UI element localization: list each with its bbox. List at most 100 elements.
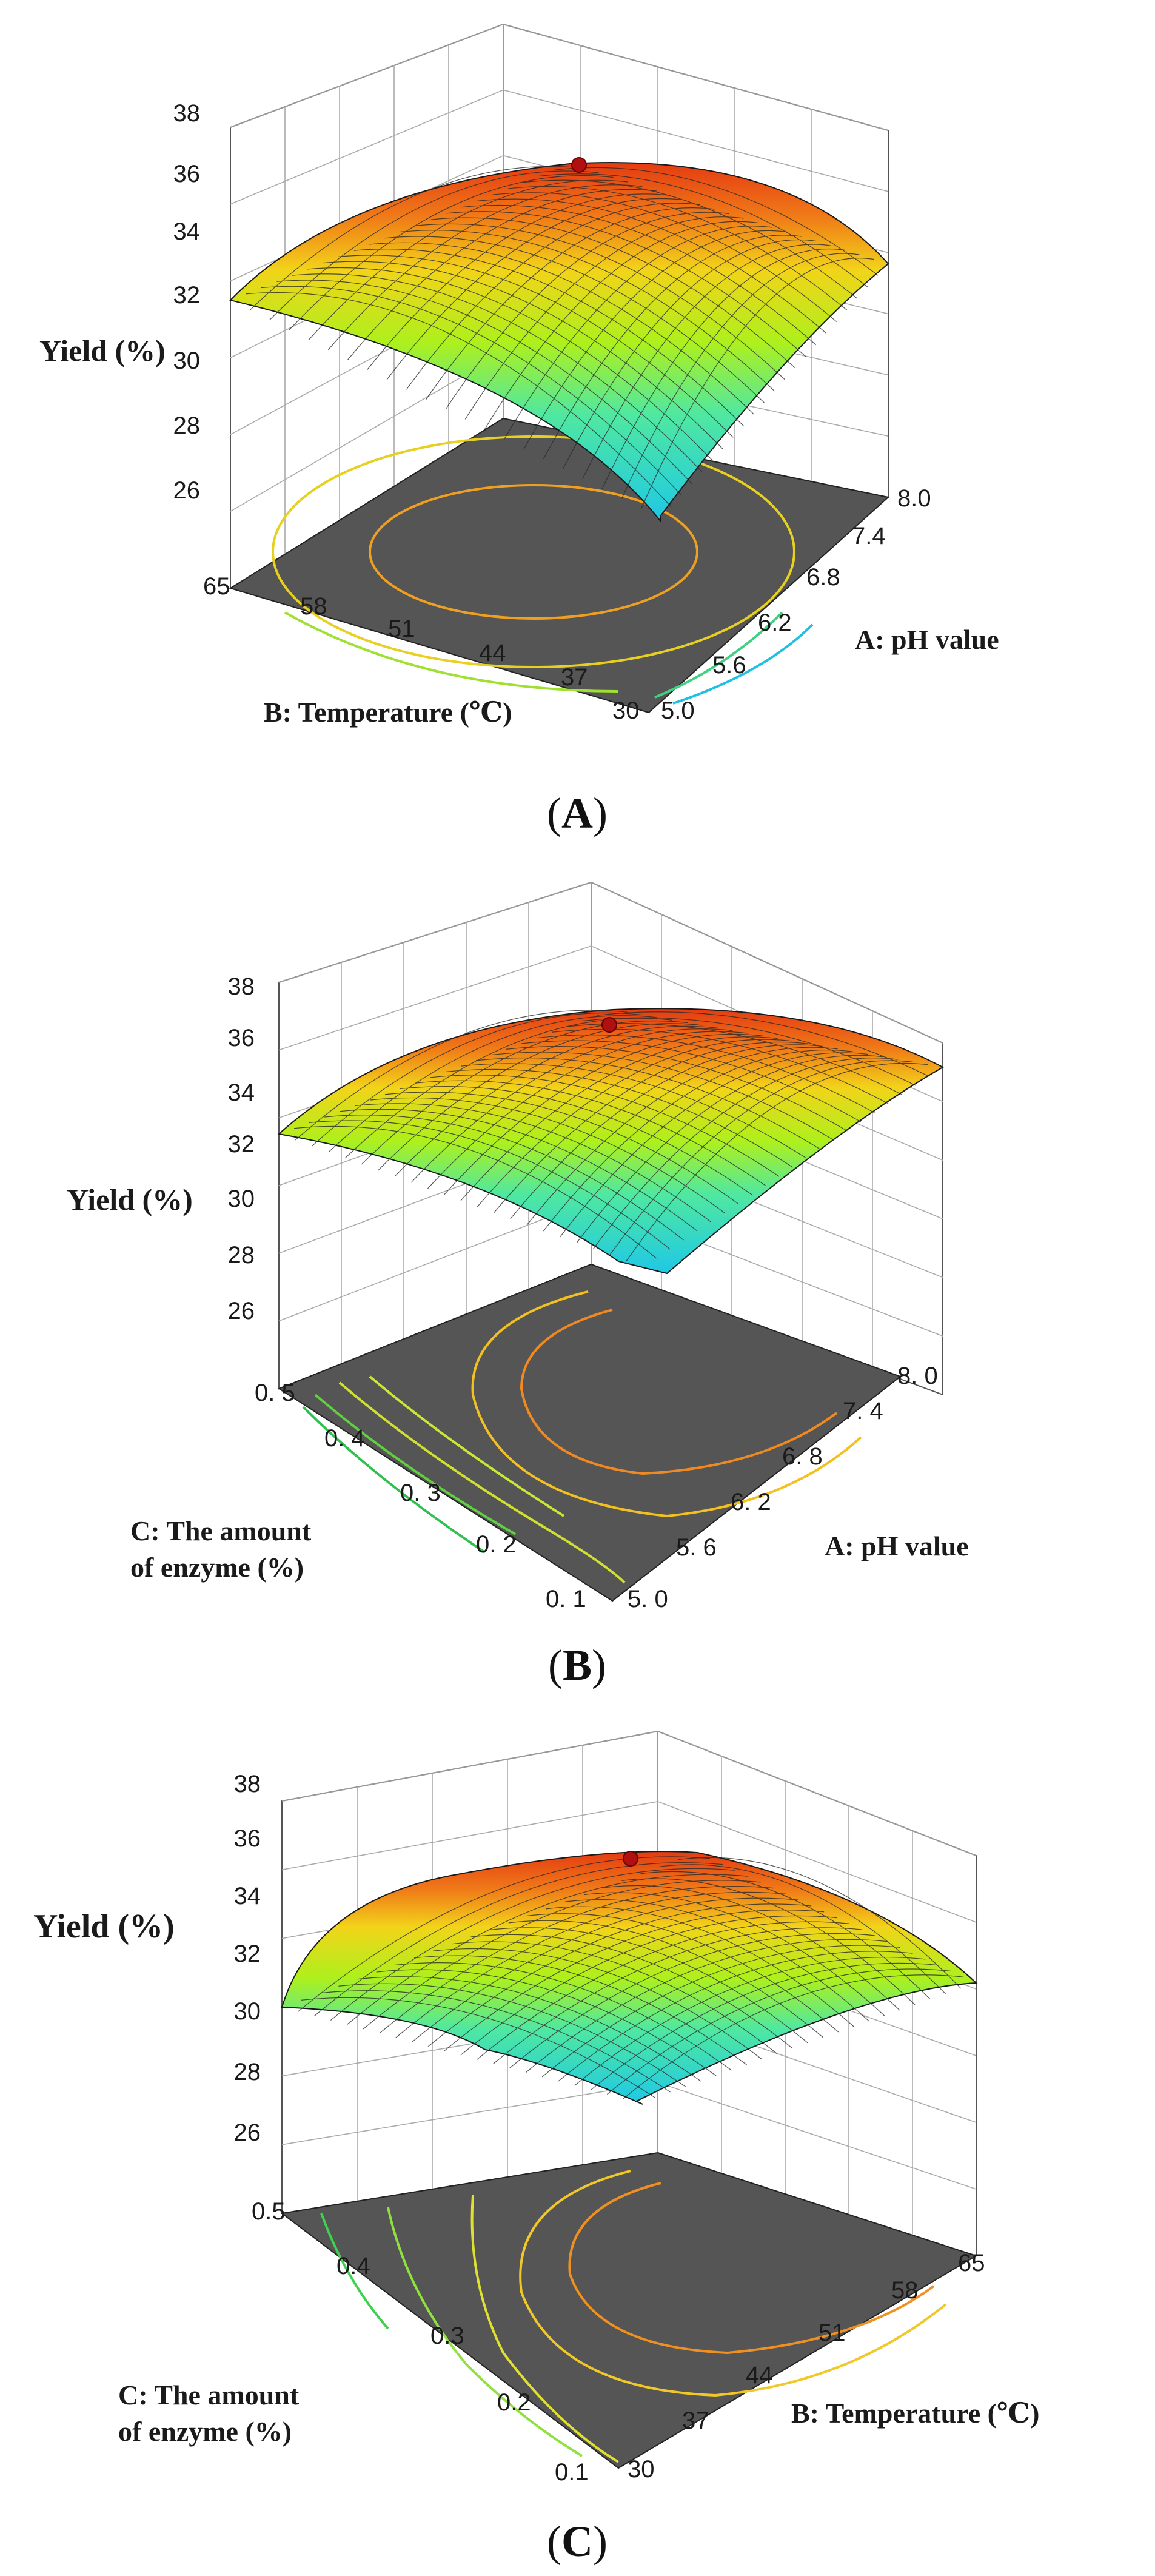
z-tick: 36 bbox=[234, 1825, 261, 1852]
mesh-line bbox=[504, 226, 773, 440]
panel-a-z-axis-label: Yield (%) bbox=[39, 334, 166, 367]
z-tick: 38 bbox=[173, 100, 201, 127]
z-tick: 30 bbox=[173, 347, 201, 374]
mesh-line bbox=[410, 1028, 733, 1183]
mesh-line bbox=[386, 198, 686, 380]
mesh-line bbox=[603, 1885, 900, 2011]
mesh-line bbox=[581, 1017, 916, 1086]
mesh-line bbox=[328, 1015, 658, 1153]
z-tick: 28 bbox=[234, 2059, 261, 2085]
panel-b-z-ticks: 26 28 30 32 34 36 38 bbox=[228, 973, 255, 1324]
mesh-line bbox=[413, 1955, 747, 2065]
mesh-line bbox=[261, 286, 682, 496]
mesh-line bbox=[367, 193, 672, 370]
mesh-line bbox=[312, 1012, 643, 1147]
mesh-line bbox=[307, 267, 713, 461]
mesh-line bbox=[394, 1025, 718, 1177]
mesh-line bbox=[320, 1990, 671, 2093]
panel-c-z-ticks: 26 28 30 32 34 36 38 bbox=[234, 1771, 261, 2146]
mesh-line bbox=[477, 198, 827, 334]
z-tick: 28 bbox=[173, 412, 201, 439]
panel-c-x-ticks: 30 37 44 51 58 65 bbox=[628, 2250, 985, 2483]
y-tick: 0.5 bbox=[252, 2198, 286, 2225]
panel-b-y-axis-label-line2: of enzyme (%) bbox=[130, 1552, 304, 1583]
panel-a-contours bbox=[272, 435, 814, 705]
y-tick: 44 bbox=[479, 640, 506, 666]
mesh-line bbox=[526, 1047, 838, 1226]
gridline bbox=[503, 89, 889, 192]
mesh-line bbox=[563, 239, 816, 469]
mesh-line bbox=[314, 1862, 723, 2016]
gridline bbox=[657, 2082, 977, 2190]
mesh-line bbox=[330, 1868, 735, 2021]
panel-b-floor bbox=[277, 1263, 902, 1602]
mesh-line bbox=[606, 1968, 951, 2095]
z-tick: 32 bbox=[173, 282, 201, 309]
panel-b-y-ticks: 0. 1 0. 2 0. 3 0. 4 0. 5 bbox=[255, 1380, 586, 1612]
panel-a-floor bbox=[229, 417, 890, 714]
panel-a-y-ticks: 30 37 44 51 58 65 bbox=[203, 573, 640, 724]
panel-b-z-axis-label: Yield (%) bbox=[67, 1182, 193, 1216]
panel-a-optimum-point bbox=[571, 157, 587, 173]
panel-a-z-ticks: 26 28 30 32 34 36 38 bbox=[173, 100, 201, 504]
z-tick: 36 bbox=[173, 161, 201, 187]
x-tick: 37 bbox=[682, 2407, 709, 2434]
mesh-line bbox=[554, 167, 879, 276]
mesh-line bbox=[477, 1921, 849, 2060]
mesh-line bbox=[460, 1036, 778, 1201]
mesh-line bbox=[510, 1044, 823, 1219]
mesh-line bbox=[384, 1092, 738, 1204]
gridline bbox=[281, 1801, 658, 1871]
z-tick: 30 bbox=[228, 1186, 255, 1212]
mesh-line bbox=[543, 235, 802, 460]
mesh-line bbox=[525, 1939, 888, 2073]
mesh-line bbox=[293, 1125, 657, 1259]
mesh-line bbox=[452, 1941, 778, 2054]
mesh-line bbox=[309, 1120, 671, 1250]
mesh-line bbox=[489, 1927, 808, 2044]
mesh-line bbox=[460, 1063, 807, 1159]
mesh-line bbox=[249, 166, 584, 310]
mesh-line bbox=[546, 1906, 854, 2027]
y-tick: 0.4 bbox=[336, 2253, 370, 2279]
mesh-line bbox=[641, 258, 874, 509]
mesh-line bbox=[539, 173, 868, 287]
x-tick: 6. 8 bbox=[782, 1443, 823, 1470]
panel-a-x-ticks: 5.0 5.6 6.2 6.8 7.4 8.0 bbox=[661, 485, 931, 724]
y-tick: 65 bbox=[203, 573, 230, 600]
panel-c: 26 28 30 32 34 36 38 Yield (%) 30 37 44 … bbox=[33, 1730, 1039, 2566]
z-tick: 34 bbox=[173, 218, 201, 245]
panel-a-caption: (A) bbox=[547, 789, 608, 837]
mesh-line bbox=[292, 273, 703, 473]
mesh-line bbox=[541, 1945, 900, 2078]
mesh-line bbox=[400, 1086, 752, 1195]
z-tick: 30 bbox=[234, 1998, 261, 2025]
mesh-line bbox=[536, 1035, 875, 1113]
panel-a-y-axis-label: B: Temperature (℃) bbox=[264, 697, 512, 728]
z-tick: 28 bbox=[228, 1242, 255, 1269]
mesh-line bbox=[558, 1951, 913, 2082]
mesh-line bbox=[430, 1075, 780, 1177]
mesh-line bbox=[269, 170, 599, 321]
mesh-line bbox=[477, 1039, 793, 1207]
y-tick: 0.1 bbox=[555, 2459, 589, 2486]
mesh-line bbox=[678, 1857, 962, 1989]
mesh-line bbox=[339, 1109, 698, 1232]
z-tick: 36 bbox=[228, 1025, 255, 1052]
x-tick: 7.4 bbox=[852, 523, 886, 549]
panel-b-x-axis-label: A: pH value bbox=[825, 1531, 969, 1561]
mesh-line bbox=[659, 1864, 946, 1994]
y-tick: 0. 5 bbox=[255, 1380, 295, 1406]
mesh-line bbox=[327, 184, 643, 351]
panel-b-y-axis-label-line1: C: The amount bbox=[130, 1515, 312, 1546]
x-tick: 6. 2 bbox=[731, 1489, 771, 1515]
panel-b-x-ticks: 5. 0 5. 6 6. 2 6. 8 7. 4 8. 0 bbox=[628, 1363, 938, 1612]
mesh-line bbox=[400, 230, 775, 392]
panel-c-z-axis-label: Yield (%) bbox=[33, 1908, 175, 1945]
panel-b-surface bbox=[277, 1008, 945, 1275]
y-tick: 0. 1 bbox=[546, 1586, 586, 1612]
gridline bbox=[230, 352, 504, 512]
x-tick: 5. 6 bbox=[676, 1534, 717, 1561]
mesh-line bbox=[444, 1910, 825, 2051]
mesh-line bbox=[395, 1891, 786, 2038]
